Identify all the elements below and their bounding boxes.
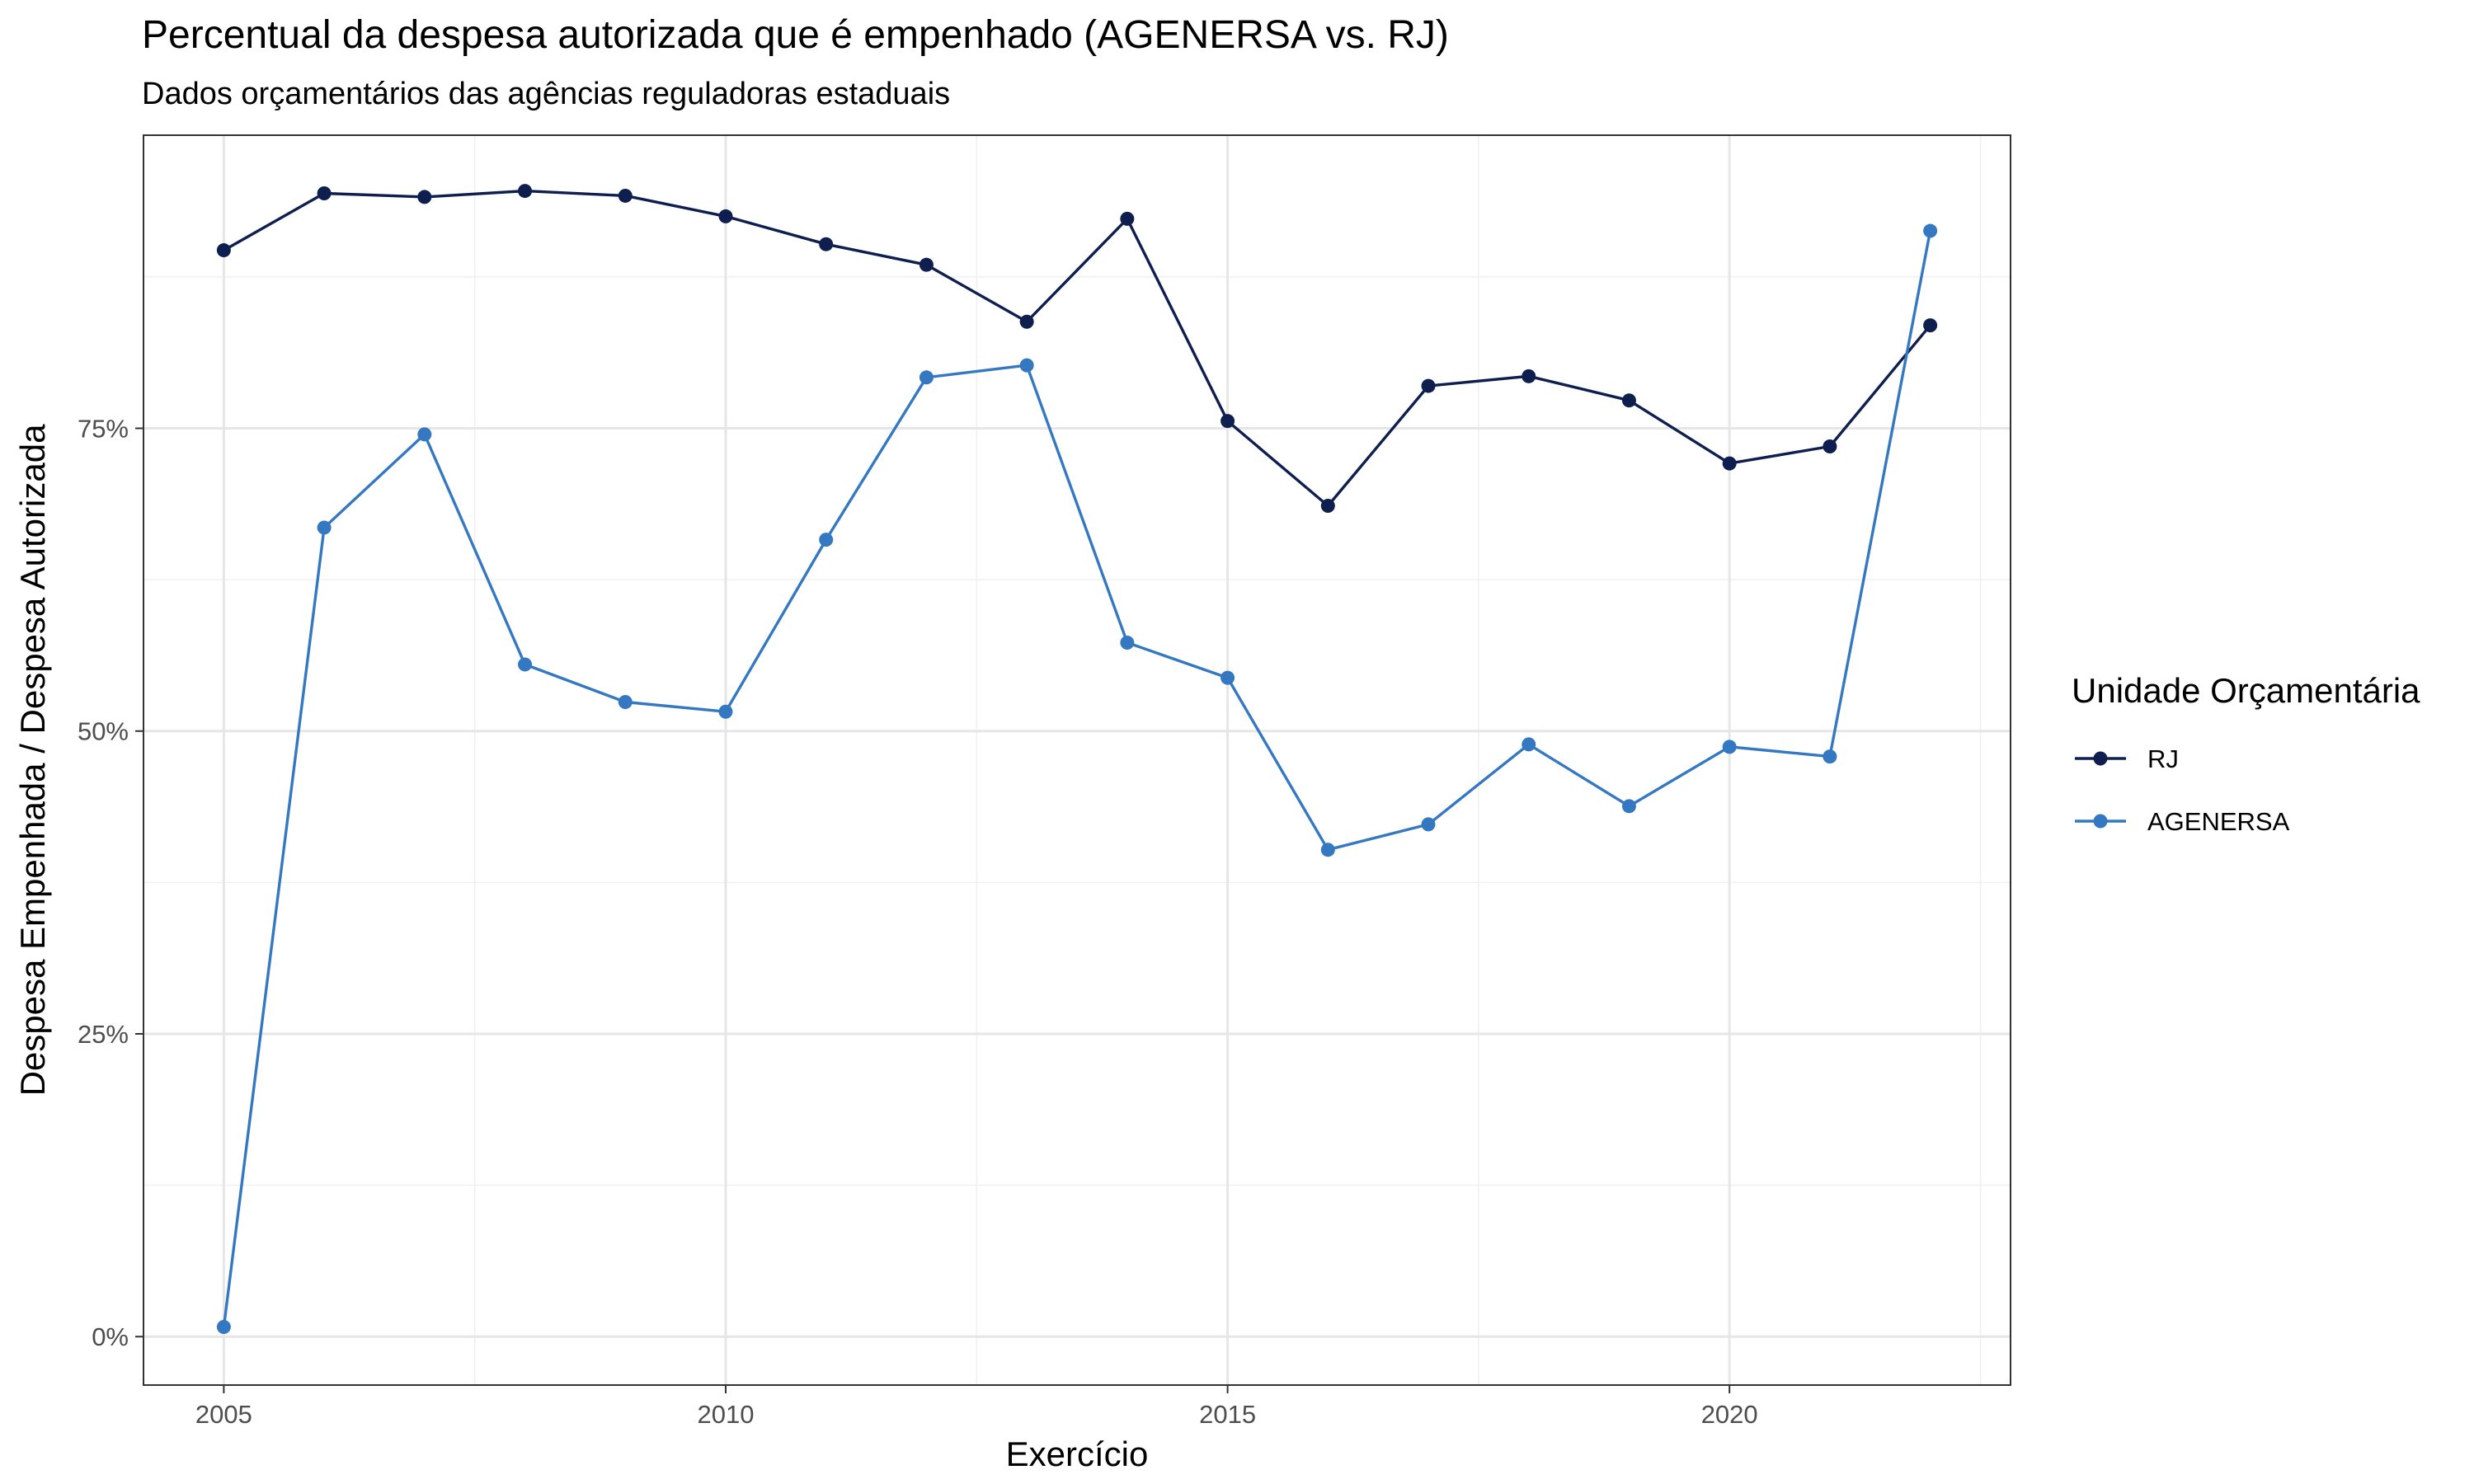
data-point-rj (1120, 211, 1135, 226)
y-axis-title: Despesa Empenhada / Despesa Autorizada (13, 424, 52, 1096)
data-point-rj (1221, 414, 1235, 429)
series-line-agenersa (222, 230, 1932, 1327)
y-tick-label: 75% (78, 414, 129, 443)
x-tick-label: 2020 (1701, 1400, 1758, 1429)
data-point-rj (819, 237, 834, 251)
legend-key-point (2093, 814, 2108, 829)
legend: Unidade Orçamentária RJ AGENERSA (2072, 671, 2420, 836)
x-axis-title: Exercício (1006, 1435, 1149, 1473)
data-point-rj (1421, 378, 1436, 393)
data-point-agenersa (1823, 749, 1837, 764)
data-point-agenersa (618, 694, 633, 709)
series-group (216, 184, 1938, 1334)
data-point-agenersa (919, 370, 934, 385)
legend-items: RJ AGENERSA (2075, 744, 2290, 836)
data-point-agenersa (1019, 358, 1034, 373)
data-point-agenersa (1221, 670, 1235, 685)
legend-title: Unidade Orçamentária (2072, 671, 2420, 710)
data-point-rj (317, 186, 332, 201)
data-point-rj (1722, 456, 1737, 471)
series-agenersa (216, 223, 1938, 1334)
data-point-rj (618, 188, 633, 203)
data-point-rj (417, 190, 432, 204)
data-point-agenersa (216, 1319, 231, 1334)
data-point-agenersa (718, 704, 733, 719)
legend-item-rj: RJ (2075, 744, 2179, 773)
legend-key-point (2093, 751, 2108, 766)
y-tick-label: 0% (92, 1322, 129, 1351)
data-point-rj (1621, 393, 1636, 408)
data-point-agenersa (1120, 636, 1135, 650)
data-point-agenersa (317, 520, 332, 535)
data-point-agenersa (1621, 799, 1636, 814)
data-point-agenersa (1722, 740, 1737, 754)
data-point-agenersa (819, 533, 834, 547)
data-point-agenersa (1522, 737, 1536, 752)
data-point-rj (1019, 314, 1034, 329)
data-point-rj (518, 184, 533, 199)
panel-border (143, 134, 2011, 1386)
data-point-agenersa (518, 657, 533, 672)
data-point-agenersa (1923, 223, 1938, 238)
legend-item-agenersa: AGENERSA (2075, 807, 2290, 836)
chart-subtitle: Dados orçamentários das agências regulad… (142, 77, 950, 111)
series-line-rj (223, 189, 1931, 508)
data-point-rj (919, 257, 934, 272)
grid (143, 135, 2011, 1385)
y-tick-label: 25% (78, 1020, 129, 1049)
x-tick-label: 2010 (697, 1400, 754, 1429)
legend-label: RJ (2147, 744, 2179, 773)
data-point-rj (1823, 439, 1837, 454)
data-point-rj (216, 243, 231, 258)
data-point-rj (1923, 318, 1938, 333)
series-rj (216, 184, 1938, 514)
y-tick-label: 50% (78, 717, 129, 746)
chart-title: Percentual da despesa autorizada que é e… (142, 13, 1449, 57)
axis-ticks: 2005 2010 2015 2020 0% 25% 50% 75% (78, 414, 1758, 1429)
data-point-agenersa (417, 427, 432, 442)
x-tick-label: 2005 (195, 1400, 252, 1429)
x-tick-label: 2015 (1199, 1400, 1256, 1429)
data-point-rj (1320, 499, 1335, 514)
data-point-rj (718, 209, 733, 223)
data-point-rj (1522, 369, 1536, 383)
legend-label: AGENERSA (2147, 807, 2290, 836)
data-point-agenersa (1320, 843, 1335, 857)
data-point-agenersa (1421, 817, 1436, 832)
